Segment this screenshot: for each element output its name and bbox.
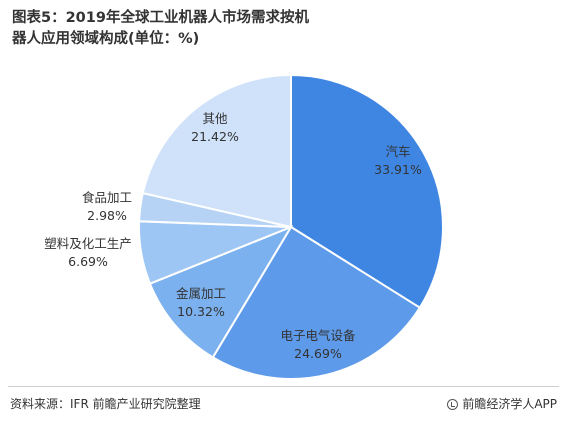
slice-category-label: 塑料及化工生产 (44, 236, 132, 251)
slice-value-label: 24.69% (294, 346, 342, 361)
pie-slice-0 (290, 73, 444, 310)
slice-value-label: 6.69% (68, 254, 108, 269)
brand-logo-icon (447, 399, 459, 410)
slice-category-label: 食品加工 (82, 190, 132, 205)
slice-category-label: 金属加工 (176, 286, 226, 301)
pie-slice-2 (148, 224, 294, 359)
slice-category-label: 电子电气设备 (280, 328, 356, 343)
source-note: 资料来源：IFR 前瞻产业研究院整理 (10, 397, 201, 411)
pie-slice-1 (211, 225, 422, 380)
brand-label: 前瞻经济学人APP (462, 397, 557, 411)
slice-value-label: 33.91% (374, 162, 422, 177)
slice-value-label: 2.98% (87, 208, 127, 223)
footer-divider (8, 386, 559, 387)
slice-category-label: 汽车 (385, 144, 410, 159)
slice-category-label: 其他 (202, 111, 228, 126)
pie-slice-5 (141, 73, 292, 229)
chart-title: 图表5：2019年全球工业机器人市场需求按机器人应用领域构成(单位：%) (12, 10, 309, 47)
slice-value-label: 10.32% (177, 304, 225, 319)
brand-credit: 前瞻经济学人APP (447, 395, 557, 412)
slice-value-label: 21.42% (191, 129, 239, 144)
